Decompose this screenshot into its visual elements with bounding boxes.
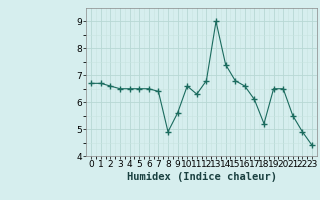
X-axis label: Humidex (Indice chaleur): Humidex (Indice chaleur) bbox=[127, 172, 276, 182]
